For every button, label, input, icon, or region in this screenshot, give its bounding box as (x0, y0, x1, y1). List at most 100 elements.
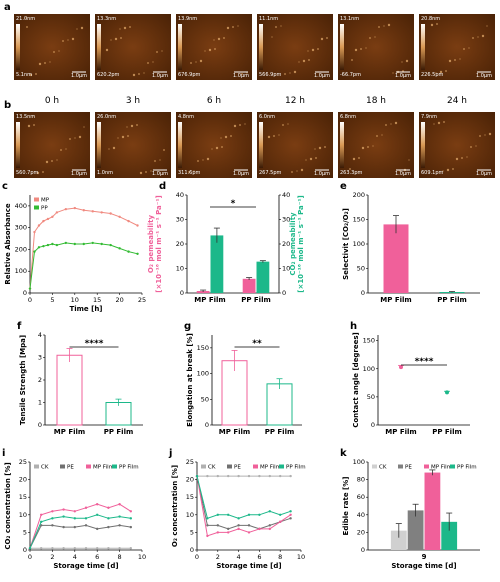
y-axis-label: CO₂ concentration [%] (4, 462, 12, 549)
afm-color-scale (16, 122, 20, 168)
y-tick-label: 200 (353, 191, 365, 199)
series-line (196, 475, 291, 519)
afm-scale-label: 1.0μm (476, 73, 492, 79)
afm-speck (53, 51, 55, 53)
panel-label: b (4, 100, 11, 111)
significance: **** (85, 339, 104, 349)
point (118, 547, 121, 550)
point (51, 547, 54, 550)
point (195, 474, 199, 478)
y-tick-label: 15 (19, 493, 27, 501)
afm-speck (132, 73, 136, 77)
point (227, 513, 230, 516)
point (107, 525, 110, 529)
afm-speck (25, 17, 27, 19)
bar (266, 383, 293, 426)
point (42, 244, 45, 248)
afm-color-scale (421, 122, 425, 168)
y-tick-label: 0 (371, 421, 375, 429)
y-tick-label: 2 (38, 376, 42, 384)
point (247, 524, 251, 527)
afm-image (419, 14, 495, 80)
y-tick-label: 10 (19, 511, 27, 519)
afm-speck (71, 37, 75, 41)
point (206, 534, 209, 538)
afm-speck (468, 47, 470, 49)
afm-speck (448, 59, 452, 63)
y2-tick-label: 10 (282, 265, 290, 273)
y-tick-label: 0 (23, 546, 27, 554)
point (227, 474, 230, 478)
legend-label: MP Film (260, 465, 281, 471)
afm-color-scale (178, 122, 182, 168)
bar (210, 235, 224, 293)
afm-speck (211, 148, 213, 150)
point (268, 527, 271, 531)
point (109, 243, 112, 247)
afm-min: 263.3pm (340, 170, 362, 176)
afm-speck (197, 160, 199, 162)
legend-label: PE (67, 465, 74, 471)
afm-max: 13.3nm (97, 16, 116, 22)
point (62, 525, 65, 529)
time-label: 6 h (207, 96, 221, 106)
point (73, 547, 77, 550)
afm-speck (376, 135, 378, 137)
significance: ** (252, 339, 262, 349)
y-axis-label: Elongation at break [%] (186, 333, 194, 427)
panel-label: a (4, 2, 11, 13)
y-tick-label: 5 (23, 528, 27, 536)
afm-speck (110, 39, 112, 41)
point (55, 211, 59, 214)
afm-speck (300, 168, 304, 172)
point (107, 517, 110, 520)
y-axis-label: Edible rate [%] (342, 477, 350, 536)
legend-swatch (60, 464, 65, 469)
afm-speck (436, 23, 438, 25)
afm-speck (78, 135, 82, 139)
point (118, 515, 121, 518)
afm-speck (383, 25, 385, 27)
point (62, 515, 65, 518)
afm-speck (390, 123, 392, 125)
x-tick-label: 8 (118, 553, 122, 561)
afm-image (14, 14, 90, 80)
point (28, 547, 32, 550)
afm-speck (477, 36, 479, 38)
x-tick-label: PP Film (104, 428, 134, 436)
afm-speck (74, 137, 76, 139)
time-label: 3 h (126, 96, 140, 106)
afm-color-scale (340, 122, 344, 168)
x-tick-label: MP Film (219, 428, 250, 436)
x-tick-label: 2 (50, 553, 54, 561)
point (206, 517, 209, 520)
legend-label: MP Film (93, 465, 114, 471)
afm-scale-label: 1.0μm (152, 171, 168, 177)
afm-min: 311.6pm (178, 170, 200, 176)
afm-speck (138, 73, 140, 75)
afm-scale-label: 1.0μm (233, 73, 249, 79)
x-tick-label: 10 (71, 296, 79, 304)
legend-label: PE (405, 465, 412, 471)
point (96, 547, 99, 550)
afm-speck (367, 146, 369, 148)
y2-tick-label: 20 (282, 240, 290, 248)
y-tick-label: 20 (19, 476, 27, 484)
afm-speck (298, 61, 300, 63)
afm-max: 6.8nm (340, 114, 356, 120)
x-tick-label: 9 (422, 553, 427, 561)
afm-speck (123, 26, 127, 30)
afm-speck (326, 37, 328, 39)
afm-speck (394, 121, 398, 125)
point (82, 209, 85, 212)
point (96, 527, 99, 531)
legend-swatch (227, 464, 232, 469)
legend-swatch (86, 464, 91, 469)
point (42, 219, 45, 223)
point (127, 250, 130, 253)
legend-label: CK (379, 465, 387, 471)
x-tick-label: MP Film (54, 428, 85, 436)
afm-speck (237, 25, 239, 27)
afm-speck (459, 58, 461, 60)
